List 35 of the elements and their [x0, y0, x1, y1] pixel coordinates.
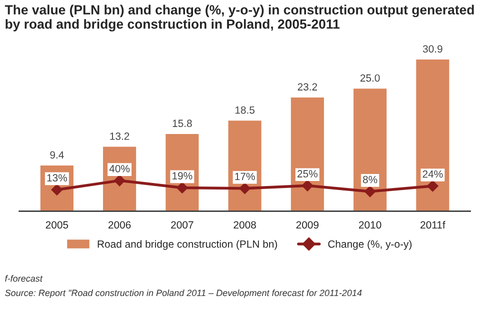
data-label: 13% — [47, 174, 67, 182]
data-label: 15.8 — [172, 120, 192, 128]
data-label: 9.4 — [50, 151, 64, 159]
legend-label: Change (%, y-o-y) — [328, 240, 412, 250]
point — [364, 186, 376, 198]
x-tick-label: 2008 — [234, 221, 256, 229]
data-label: 13.2 — [110, 132, 130, 140]
bar — [414, 58, 451, 212]
data-label: 30.9 — [422, 45, 442, 53]
data-label: 23.2 — [298, 83, 318, 91]
point — [176, 182, 188, 194]
data-label: 8% — [362, 176, 378, 184]
data-label: 17% — [235, 172, 255, 180]
x-tick-label: 2005 — [46, 221, 68, 229]
x-tick-label: 2006 — [108, 221, 131, 229]
x-tick-label: 2011f — [420, 220, 446, 229]
legend-label: Road and bridge construction (PLN bn) — [98, 240, 278, 250]
chart-title: The value (PLN bn) and change (%, y-o-y) in construction output generated by road and bridge construction in Poland, 2005-2011 — [4, 4, 474, 32]
bar — [290, 96, 326, 212]
x-tick-label: 2009 — [296, 221, 319, 229]
data-label: 25.0 — [360, 74, 380, 82]
x-tick-label: 2007 — [171, 221, 194, 229]
data-label: 18.5 — [235, 106, 254, 114]
data-label: 24% — [422, 170, 443, 178]
bar — [352, 87, 388, 212]
source-note: Source: Report "Road construction in Poland 2011 – Development forecast for 2011-2014 — [5, 289, 362, 298]
data-label: 19% — [172, 172, 192, 180]
data-label: 40% — [109, 164, 130, 172]
point — [302, 180, 314, 192]
point — [239, 182, 250, 194]
point — [114, 174, 126, 186]
point — [427, 180, 438, 192]
x-tick-label: 2010 — [358, 221, 382, 229]
data-label: 25% — [298, 170, 318, 178]
text: f-forecast — [5, 275, 43, 282]
